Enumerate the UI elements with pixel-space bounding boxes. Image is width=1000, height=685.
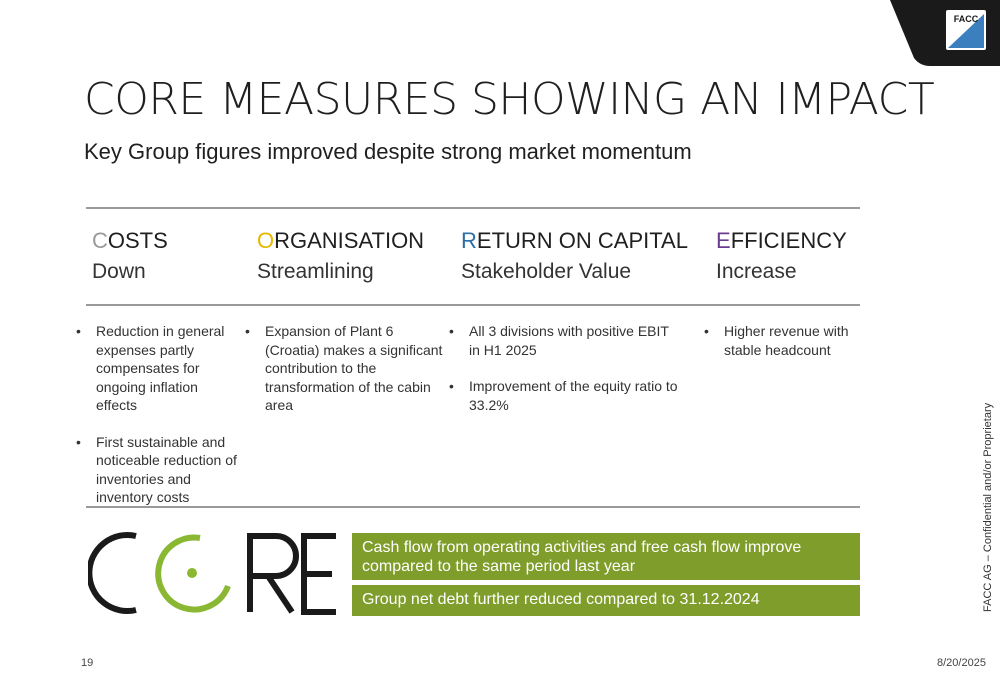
column-subheading: Increase xyxy=(716,260,797,283)
list-item: Expansion of Plant 6 (Croatia) makes a s… xyxy=(245,322,443,415)
column-heading: ORGANISATION xyxy=(257,228,424,254)
list-item: All 3 divisions with positive EBIT in H1… xyxy=(449,322,681,359)
column-heading: RETURN ON CAPITAL xyxy=(461,228,688,254)
list-item: Reduction in general expenses partly com… xyxy=(76,322,241,415)
column-subheading: Stakeholder Value xyxy=(461,260,632,283)
heading-initial: E xyxy=(716,228,731,253)
confidentiality-note: FACC AG – Confidential and/or Proprietar… xyxy=(982,402,994,612)
slide-date: 8/20/2025 xyxy=(937,657,986,669)
costs-bullet-list: Reduction in general expenses partly com… xyxy=(76,322,241,525)
list-item: First sustainable and noticeable reducti… xyxy=(76,433,241,507)
highlight-cash-flow: Cash flow from operating activities and … xyxy=(352,533,860,580)
organisation-bullet-list: Expansion of Plant 6 (Croatia) makes a s… xyxy=(245,322,443,433)
highlight-net-debt: Group net debt further reduced compared … xyxy=(352,585,860,616)
facc-logo-text: FACC xyxy=(954,14,979,24)
heading-initial: R xyxy=(461,228,477,253)
heading-rest: RGANISATION xyxy=(274,228,425,253)
column-subheading: Down xyxy=(92,260,146,283)
divider-mid xyxy=(86,304,860,306)
column-organisation: ORGANISATION Streamlining xyxy=(257,228,424,284)
page-title: CORE MEASURES SHOWING AN IMPACT xyxy=(84,74,935,125)
divider-top xyxy=(86,207,860,209)
column-heading: EFFICIENCY xyxy=(716,228,847,254)
return-on-capital-bullet-list: All 3 divisions with positive EBIT in H1… xyxy=(449,322,681,432)
column-costs: COSTS Down xyxy=(92,228,168,284)
column-return-on-capital: RETURN ON CAPITAL Stakeholder Value xyxy=(461,228,688,284)
page-subtitle: Key Group figures improved despite stron… xyxy=(84,139,692,164)
column-subheading: Streamlining xyxy=(257,260,374,283)
list-item: Higher revenue with stable headcount xyxy=(704,322,854,359)
column-heading: COSTS xyxy=(92,228,168,254)
heading-rest: FFICIENCY xyxy=(730,228,847,253)
core-logo-icon xyxy=(88,532,336,615)
list-item: Improvement of the equity ratio to 33.2% xyxy=(449,377,681,414)
heading-rest: ETURN ON CAPITAL xyxy=(476,228,688,253)
heading-initial: O xyxy=(257,228,275,253)
heading-rest: OSTS xyxy=(107,228,168,253)
column-efficiency: EFFICIENCY Increase xyxy=(716,228,847,284)
heading-initial: C xyxy=(92,228,108,253)
divider-bottom xyxy=(86,506,860,508)
facc-logo-icon: FACC xyxy=(890,0,1000,66)
page-number: 19 xyxy=(81,657,94,669)
efficiency-bullet-list: Higher revenue with stable headcount xyxy=(704,322,854,377)
